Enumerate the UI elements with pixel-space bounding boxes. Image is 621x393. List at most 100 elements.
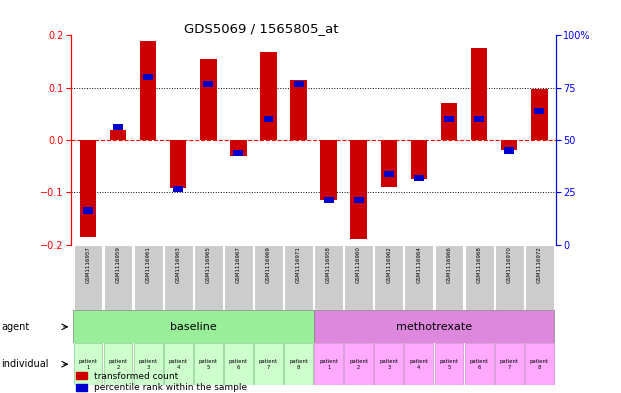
Text: GSM1116960: GSM1116960 xyxy=(356,246,361,283)
Bar xyxy=(194,244,223,310)
Text: patient
6: patient 6 xyxy=(229,359,248,369)
Text: patient
8: patient 8 xyxy=(530,359,549,369)
Text: patient
4: patient 4 xyxy=(409,359,428,369)
Bar xyxy=(324,197,333,203)
Bar xyxy=(525,244,554,310)
Bar xyxy=(495,244,524,310)
Text: GSM1116964: GSM1116964 xyxy=(417,246,422,283)
Bar xyxy=(350,140,367,239)
Bar xyxy=(531,89,548,140)
Text: GSM1116966: GSM1116966 xyxy=(446,246,451,283)
Bar xyxy=(344,244,373,310)
Bar xyxy=(263,116,273,122)
Bar xyxy=(140,40,156,140)
Bar xyxy=(435,244,463,310)
Bar xyxy=(404,343,433,385)
Bar xyxy=(495,343,524,385)
Text: patient
7: patient 7 xyxy=(500,359,519,369)
Text: patient
3: patient 3 xyxy=(379,359,398,369)
Bar xyxy=(381,140,397,187)
Bar xyxy=(173,185,183,192)
Text: GSM1116963: GSM1116963 xyxy=(176,246,181,283)
Bar xyxy=(143,74,153,80)
Bar xyxy=(525,343,554,385)
Bar xyxy=(73,343,102,385)
Bar xyxy=(284,244,313,310)
Bar xyxy=(79,140,96,237)
Text: GSM1116969: GSM1116969 xyxy=(266,246,271,283)
Bar xyxy=(73,310,314,343)
Bar xyxy=(224,244,253,310)
Bar xyxy=(83,208,93,214)
Text: patient
1: patient 1 xyxy=(78,359,97,369)
Text: GSM1116962: GSM1116962 xyxy=(386,246,391,283)
Bar xyxy=(501,140,517,151)
Bar xyxy=(314,310,555,343)
Text: patient
5: patient 5 xyxy=(199,359,218,369)
Bar xyxy=(314,343,343,385)
Text: patient
2: patient 2 xyxy=(109,359,127,369)
Bar xyxy=(354,197,364,203)
Text: baseline: baseline xyxy=(170,322,217,332)
Text: methotrexate: methotrexate xyxy=(396,322,472,332)
Bar xyxy=(320,140,337,200)
Bar xyxy=(254,244,283,310)
Text: GSM1116961: GSM1116961 xyxy=(146,246,151,283)
Bar xyxy=(465,343,494,385)
Bar xyxy=(260,52,277,140)
Bar xyxy=(314,244,343,310)
Text: GSM1116970: GSM1116970 xyxy=(507,246,512,283)
Bar xyxy=(110,130,126,140)
Bar xyxy=(194,343,223,385)
Bar xyxy=(444,116,454,122)
Text: patient
8: patient 8 xyxy=(289,359,308,369)
Bar xyxy=(284,343,313,385)
Bar xyxy=(410,140,427,179)
Bar xyxy=(203,81,213,87)
Text: patient
7: patient 7 xyxy=(259,359,278,369)
Bar xyxy=(290,80,307,140)
Bar xyxy=(233,150,243,156)
Text: patient
5: patient 5 xyxy=(440,359,458,369)
Text: patient
6: patient 6 xyxy=(469,359,489,369)
Bar xyxy=(134,343,163,385)
Bar xyxy=(474,116,484,122)
Text: GSM1116971: GSM1116971 xyxy=(296,246,301,283)
Text: individual: individual xyxy=(1,359,48,369)
Text: GSM1116965: GSM1116965 xyxy=(206,246,211,283)
Bar xyxy=(384,171,394,177)
Bar xyxy=(113,124,123,130)
Bar xyxy=(200,59,217,140)
Bar xyxy=(104,244,132,310)
Bar xyxy=(294,81,304,87)
Text: patient
3: patient 3 xyxy=(138,359,158,369)
Text: GSM1116967: GSM1116967 xyxy=(236,246,241,283)
Bar xyxy=(164,343,193,385)
Bar xyxy=(441,103,457,140)
Bar xyxy=(344,343,373,385)
Bar xyxy=(374,343,403,385)
Bar xyxy=(465,244,494,310)
Legend: transformed count, percentile rank within the sample: transformed count, percentile rank withi… xyxy=(76,372,247,393)
Bar xyxy=(134,244,163,310)
Text: agent: agent xyxy=(1,322,29,332)
Bar xyxy=(404,244,433,310)
Bar xyxy=(230,140,247,156)
Text: GSM1116957: GSM1116957 xyxy=(86,246,91,283)
Bar xyxy=(534,108,544,114)
Bar xyxy=(104,343,132,385)
Bar xyxy=(73,244,102,310)
Text: patient
4: patient 4 xyxy=(169,359,188,369)
Text: GSM1116958: GSM1116958 xyxy=(326,246,331,283)
Bar xyxy=(164,244,193,310)
Text: GSM1116968: GSM1116968 xyxy=(476,246,481,283)
Bar xyxy=(414,174,424,181)
Bar xyxy=(435,343,463,385)
Text: GSM1116972: GSM1116972 xyxy=(537,246,542,283)
Text: patient
2: patient 2 xyxy=(349,359,368,369)
Bar xyxy=(374,244,403,310)
Bar xyxy=(471,48,487,140)
Bar xyxy=(224,343,253,385)
Bar xyxy=(170,140,186,188)
Bar xyxy=(504,147,514,154)
